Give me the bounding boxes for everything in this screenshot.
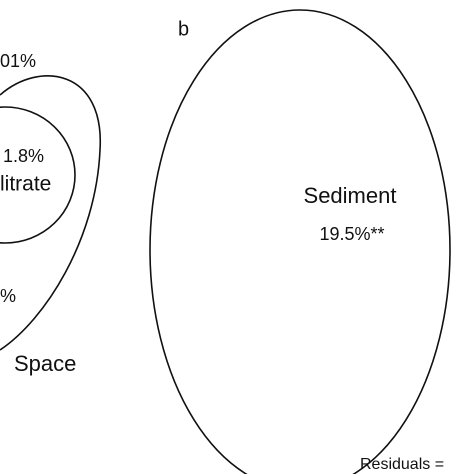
top-value: 01% xyxy=(0,51,36,71)
filtrate-name: litrate xyxy=(0,173,51,196)
sediment-ellipse xyxy=(149,9,451,474)
residuals: Residuals = xyxy=(360,456,444,473)
sediment-value: 19.5%** xyxy=(319,224,384,244)
lower-value: % xyxy=(0,286,16,306)
space-loop xyxy=(0,75,101,351)
filtrate-value: 1.8% xyxy=(3,146,44,166)
space-name: Space xyxy=(14,351,76,376)
panel-label: b xyxy=(178,18,189,40)
sediment-name: Sediment xyxy=(304,183,397,208)
filtrate-ellipse xyxy=(0,106,76,244)
